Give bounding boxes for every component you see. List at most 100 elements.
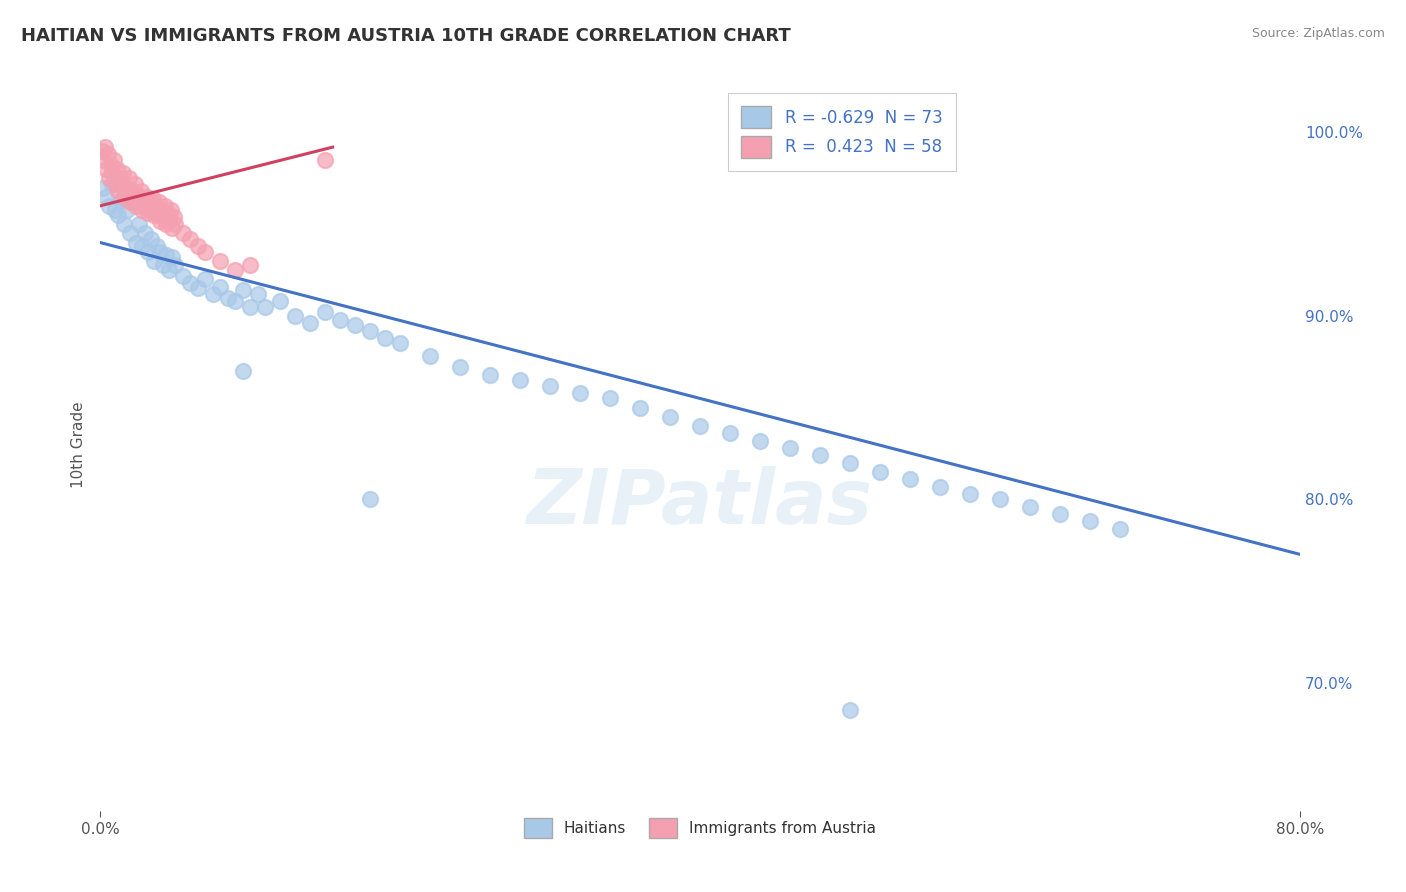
Point xyxy=(104,177,127,191)
Point xyxy=(194,272,217,286)
Point xyxy=(115,184,138,198)
Point xyxy=(160,250,183,264)
Point xyxy=(122,189,145,203)
Point xyxy=(988,492,1011,507)
Point xyxy=(150,202,173,217)
Point xyxy=(149,244,172,259)
Point xyxy=(159,202,181,217)
Point xyxy=(132,192,155,206)
Point xyxy=(157,213,180,227)
Legend: Haitians, Immigrants from Austria: Haitians, Immigrants from Austria xyxy=(517,812,882,844)
Point xyxy=(359,492,381,507)
Point xyxy=(209,279,232,293)
Point xyxy=(93,140,115,154)
Point xyxy=(239,258,262,272)
Point xyxy=(110,194,132,208)
Point xyxy=(156,206,179,220)
Point xyxy=(359,324,381,338)
Point xyxy=(98,199,121,213)
Point xyxy=(839,456,862,470)
Point xyxy=(149,213,172,227)
Point xyxy=(246,286,269,301)
Point xyxy=(107,208,129,222)
Point xyxy=(232,364,254,378)
Point xyxy=(839,703,862,717)
Point xyxy=(160,220,183,235)
Point xyxy=(90,144,112,158)
Point xyxy=(569,386,592,401)
Point xyxy=(187,281,209,295)
Point xyxy=(128,217,150,231)
Point xyxy=(808,448,831,462)
Point xyxy=(599,392,621,406)
Point xyxy=(143,208,166,222)
Point xyxy=(108,171,131,186)
Point xyxy=(91,153,114,167)
Point xyxy=(538,378,561,392)
Point xyxy=(139,202,162,217)
Point xyxy=(165,217,187,231)
Point xyxy=(209,253,232,268)
Point xyxy=(107,184,129,198)
Point xyxy=(509,373,531,387)
Point xyxy=(131,239,153,253)
Text: ZIPatlas: ZIPatlas xyxy=(527,466,873,540)
Point xyxy=(232,283,254,297)
Point xyxy=(111,166,134,180)
Point xyxy=(479,368,502,382)
Point xyxy=(689,419,711,434)
Point xyxy=(114,180,136,194)
Point xyxy=(139,232,162,246)
Point xyxy=(898,472,921,486)
Point xyxy=(1019,500,1042,514)
Point xyxy=(124,177,146,191)
Point xyxy=(136,244,159,259)
Point xyxy=(143,253,166,268)
Point xyxy=(959,487,981,501)
Point xyxy=(100,159,122,173)
Point xyxy=(115,202,138,217)
Y-axis label: 10th Grade: 10th Grade xyxy=(72,401,86,488)
Point xyxy=(779,441,801,455)
Point xyxy=(239,300,262,314)
Point xyxy=(187,239,209,253)
Point xyxy=(125,199,148,213)
Point xyxy=(224,294,246,309)
Point xyxy=(314,305,336,319)
Point xyxy=(122,195,145,210)
Point xyxy=(94,162,117,177)
Point xyxy=(254,300,277,314)
Point xyxy=(145,199,167,213)
Point xyxy=(155,248,177,262)
Point xyxy=(172,227,194,241)
Text: Source: ZipAtlas.com: Source: ZipAtlas.com xyxy=(1251,27,1385,40)
Point xyxy=(152,258,174,272)
Point xyxy=(179,232,201,246)
Point xyxy=(101,177,124,191)
Point xyxy=(929,479,952,493)
Point xyxy=(157,263,180,277)
Point xyxy=(374,331,396,345)
Point xyxy=(172,268,194,283)
Point xyxy=(131,202,153,217)
Point xyxy=(120,227,142,241)
Point xyxy=(749,434,772,448)
Point xyxy=(94,189,117,203)
Point xyxy=(129,184,152,198)
Point xyxy=(179,276,201,290)
Point xyxy=(162,210,184,224)
Point xyxy=(134,199,156,213)
Point xyxy=(269,294,291,309)
Point xyxy=(314,153,336,167)
Point xyxy=(1109,522,1132,536)
Point xyxy=(659,409,682,424)
Point xyxy=(105,162,128,177)
Point xyxy=(344,318,367,332)
Point xyxy=(449,360,471,375)
Point xyxy=(98,171,121,186)
Point xyxy=(419,349,441,363)
Point xyxy=(135,189,157,203)
Point xyxy=(718,426,741,441)
Point xyxy=(142,192,165,206)
Point xyxy=(91,180,114,194)
